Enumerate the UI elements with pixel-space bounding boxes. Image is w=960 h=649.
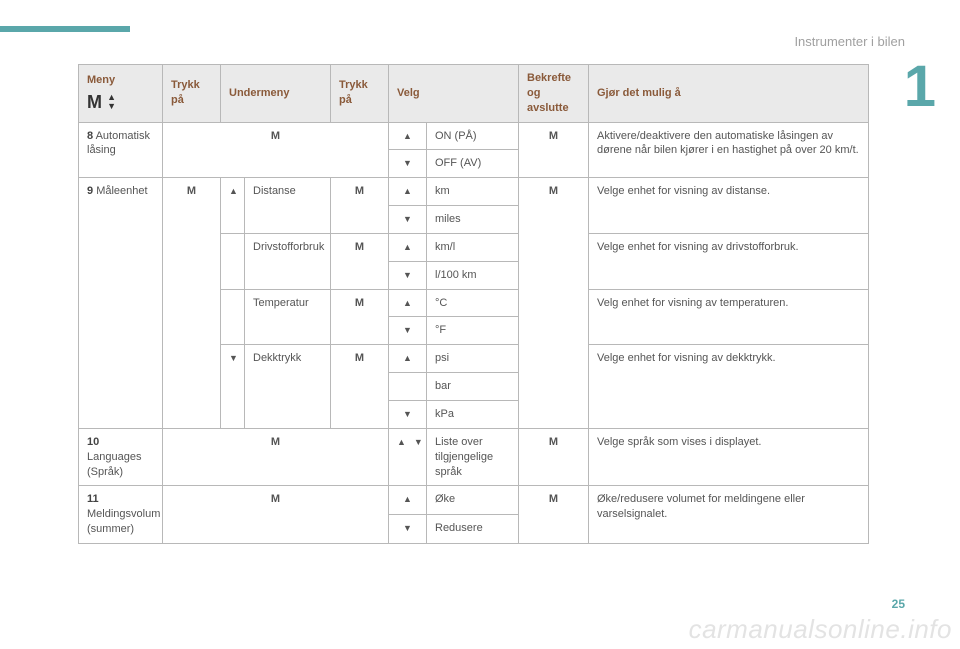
col-select: Velg (389, 65, 519, 123)
blank-arrow (221, 289, 245, 345)
desc-cell: Velge enhet for visning av drivstofforbr… (589, 233, 869, 289)
desc-cell: Velge språk som vises i displayet. (589, 428, 869, 486)
col-submenu: Undermeny (221, 65, 331, 123)
press-m: M (163, 486, 389, 544)
menu-cell: 11 Meldingsvolum (summer) (79, 486, 163, 544)
page-number: 25 (892, 597, 905, 611)
submenu-cell: Dekktrykk (245, 345, 331, 429)
settings-table: Meny M ▲ ▼ Trykk på Undermeny Trykk på V… (78, 64, 869, 544)
desc-cell: Øke/redusere volumet for meldingene elle… (589, 486, 869, 544)
menu-num: 11 (87, 493, 99, 505)
menu-cell: 8 Automatisk låsing (79, 122, 163, 178)
chapter-number: 1 (904, 58, 936, 116)
menu-label: Meldingsvolum (summer) (87, 508, 160, 535)
option-cell: Øke (427, 486, 519, 515)
header-rule (0, 26, 130, 32)
option-cell: l/100 km (427, 261, 519, 289)
col-menu-label: Meny (87, 73, 154, 88)
table-row: 10 Languages (Språk) M Liste over tilgje… (79, 428, 869, 486)
confirm-m: M (519, 486, 589, 544)
menu-cell: 10 Languages (Språk) (79, 428, 163, 486)
menu-label: Languages (Språk) (87, 451, 141, 478)
col-menu: Meny M ▲ ▼ (79, 65, 163, 123)
option-cell: miles (427, 206, 519, 234)
desc-cell: Velge enhet for visning av dekktrykk. (589, 345, 869, 429)
option-cell: kPa (427, 400, 519, 428)
table-header-row: Meny M ▲ ▼ Trykk på Undermeny Trykk på V… (79, 65, 869, 123)
option-cell: °C (427, 289, 519, 317)
submenu-cell: Temperatur (245, 289, 331, 345)
col-enables: Gjør det mulig å (589, 65, 869, 123)
col-press1: Trykk på (163, 65, 221, 123)
press-m: M (163, 178, 221, 429)
table-row: 9 Måleenhet M Distanse M km M Velge enhe… (79, 178, 869, 206)
option-cell: bar (427, 373, 519, 401)
press-m: M (163, 428, 389, 486)
table-row: 8 Automatisk låsing M ON (PÅ) M Aktivere… (79, 122, 869, 150)
down-icon (389, 400, 427, 428)
up-icon (389, 345, 427, 373)
up-icon (389, 178, 427, 206)
up-icon (389, 289, 427, 317)
press-m: M (331, 345, 389, 429)
option-cell: km/l (427, 233, 519, 261)
down-icon (221, 345, 245, 429)
m-icon: M (87, 90, 102, 114)
option-cell: ON (PÅ) (427, 122, 519, 150)
down-icon (389, 206, 427, 234)
col-confirm: Bekrefte og avslutte (519, 65, 589, 123)
blank-arrow (221, 233, 245, 289)
up-icon (389, 233, 427, 261)
option-cell: psi (427, 345, 519, 373)
col-press2: Trykk på (331, 65, 389, 123)
up-icon (389, 122, 427, 150)
option-cell: Liste over tilgjengelige språk (427, 428, 519, 486)
option-cell: Redusere (427, 515, 519, 544)
blank-arrow (389, 373, 427, 401)
down-icon (389, 515, 427, 544)
option-cell: OFF (AV) (427, 150, 519, 178)
desc-cell: Aktivere/deaktivere den automatiske låsi… (589, 122, 869, 178)
watermark: carmanualsonline.info (689, 614, 952, 645)
desc-cell: Velge enhet for visning av distanse. (589, 178, 869, 234)
confirm-m: M (519, 122, 589, 178)
press-m: M (331, 289, 389, 345)
press-m: M (331, 233, 389, 289)
menu-num: 10 (87, 436, 99, 448)
menu-cell: 9 Måleenhet (79, 178, 163, 429)
confirm-m: M (519, 428, 589, 486)
menu-num: 8 (87, 130, 93, 142)
down-icon (389, 261, 427, 289)
down-icon (389, 150, 427, 178)
table-row: 11 Meldingsvolum (summer) M Øke M Øke/re… (79, 486, 869, 515)
updown-icon: ▲ ▼ (107, 93, 116, 111)
menu-label: Automatisk låsing (87, 130, 150, 157)
up-icon (389, 486, 427, 515)
updown-icon (389, 428, 427, 486)
confirm-m: M (519, 178, 589, 429)
option-cell: km (427, 178, 519, 206)
option-cell: °F (427, 317, 519, 345)
submenu-cell: Distanse (245, 178, 331, 234)
down-icon (389, 317, 427, 345)
menu-num: 9 (87, 185, 93, 197)
up-icon (221, 178, 245, 234)
menu-label: Måleenhet (96, 185, 147, 197)
press-m: M (331, 178, 389, 234)
submenu-cell: Drivstofforbruk (245, 233, 331, 289)
desc-cell: Velg enhet for visning av temperaturen. (589, 289, 869, 345)
press-m: M (163, 122, 389, 178)
section-title: Instrumenter i bilen (794, 34, 905, 49)
